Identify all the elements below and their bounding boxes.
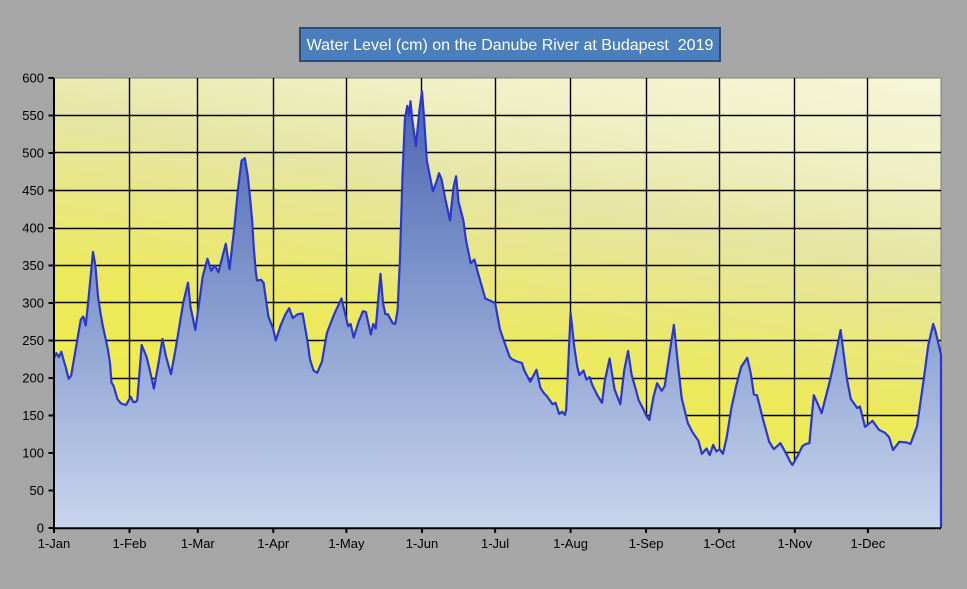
- svg-text:200: 200: [22, 371, 44, 386]
- svg-text:1-Jan: 1-Jan: [38, 536, 71, 551]
- svg-text:550: 550: [22, 108, 44, 123]
- svg-text:250: 250: [22, 333, 44, 348]
- svg-text:1-Jul: 1-Jul: [481, 536, 509, 551]
- svg-text:600: 600: [22, 71, 44, 86]
- svg-text:0: 0: [37, 521, 44, 536]
- svg-text:450: 450: [22, 183, 44, 198]
- svg-text:1-Aug: 1-Aug: [553, 536, 588, 551]
- svg-text:1-May: 1-May: [328, 536, 365, 551]
- svg-text:300: 300: [22, 296, 44, 311]
- svg-text:1-Feb: 1-Feb: [113, 536, 147, 551]
- svg-text:1-Mar: 1-Mar: [181, 536, 216, 551]
- svg-text:Water Level (cm) on the Danube: Water Level (cm) on the Danube River at …: [307, 37, 714, 54]
- svg-text:1-Apr: 1-Apr: [257, 536, 289, 551]
- svg-text:100: 100: [22, 446, 44, 461]
- svg-text:50: 50: [30, 483, 44, 498]
- svg-text:150: 150: [22, 408, 44, 423]
- svg-text:1-Jun: 1-Jun: [406, 536, 439, 551]
- svg-text:500: 500: [22, 146, 44, 161]
- svg-text:350: 350: [22, 258, 44, 273]
- svg-text:1-Nov: 1-Nov: [777, 536, 812, 551]
- svg-text:1-Sep: 1-Sep: [629, 536, 664, 551]
- svg-text:400: 400: [22, 221, 44, 236]
- svg-text:1-Dec: 1-Dec: [851, 536, 886, 551]
- svg-text:1-Oct: 1-Oct: [703, 536, 735, 551]
